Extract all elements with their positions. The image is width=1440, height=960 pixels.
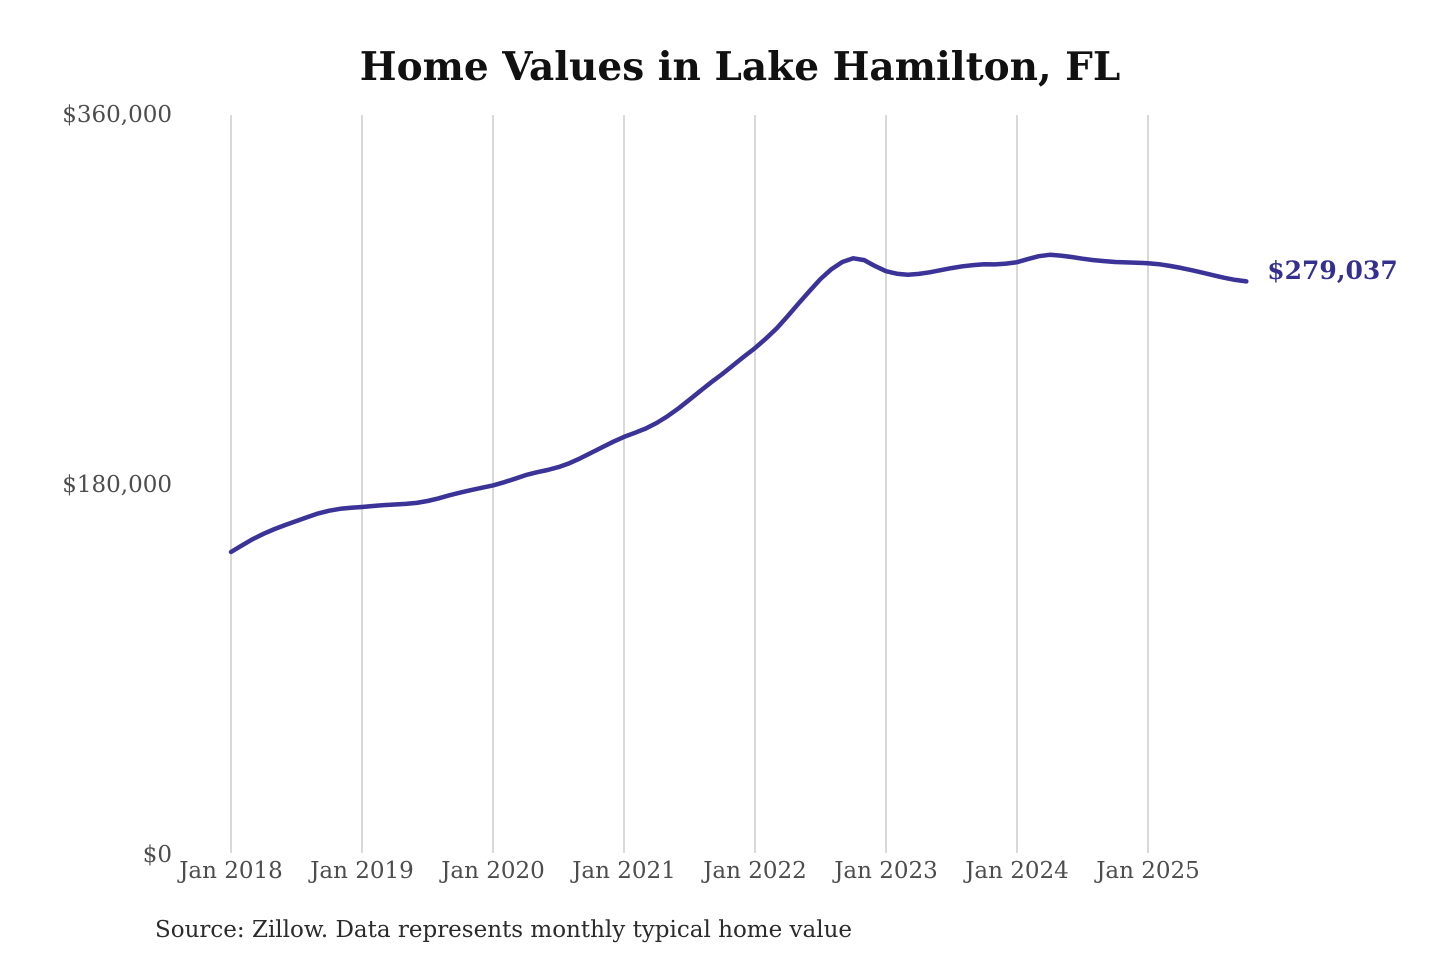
x-tick-label: Jan 2018 [179, 858, 283, 884]
y-axis-label-0: $0 [142, 842, 172, 868]
y-axis-label-180000: $180,000 [62, 472, 172, 498]
x-tick-label: Jan 2019 [310, 858, 414, 884]
current-value-label: $279,037 [1267, 256, 1398, 286]
x-tick-label: Jan 2021 [572, 858, 676, 884]
chart-title: Home Values in Lake Hamilton, FL [359, 44, 1121, 90]
x-tick-label: Jan 2024 [965, 858, 1069, 884]
x-tick-label: Jan 2020 [441, 858, 545, 884]
home-value-line [228, 252, 1249, 555]
source-note: Source: Zillow. Data represents monthly … [155, 917, 853, 943]
y-axis-label-360000: $360,000 [62, 102, 172, 128]
x-tick-label: Jan 2023 [834, 858, 938, 884]
x-tick-label: Jan 2025 [1096, 858, 1200, 884]
x-tick-label: Jan 2022 [703, 858, 807, 884]
